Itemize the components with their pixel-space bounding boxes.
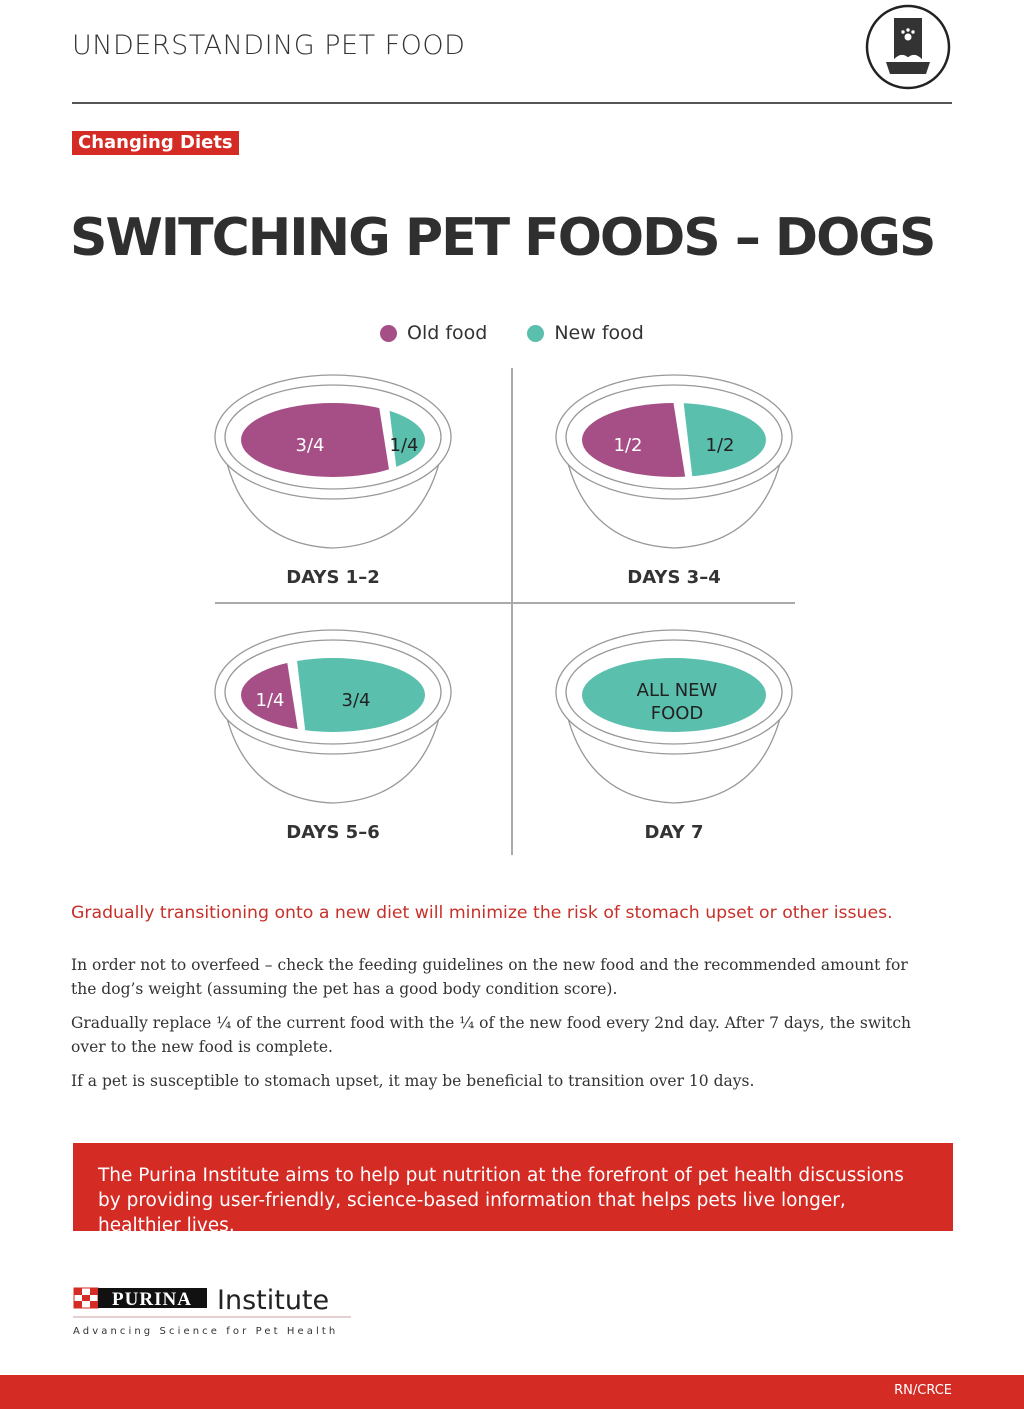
bowl-label: DAY 7 — [644, 822, 704, 843]
new-food-label: ALL NEW — [637, 680, 718, 701]
paragraph: In order not to overfeed – check the fee… — [71, 956, 908, 998]
old-food-fraction-label: 1/2 — [614, 435, 643, 456]
old-food-swatch — [380, 324, 397, 342]
legend: Old food New food — [380, 322, 644, 344]
new-food-fraction-label: 1/2 — [706, 435, 735, 456]
new-food-portion — [385, 403, 425, 477]
old-food-portion — [241, 658, 299, 732]
legend-item-new: New food — [527, 322, 644, 344]
new-food-label: FOOD — [651, 703, 704, 724]
page-title: SWITCHING PET FOODS – DOGS — [70, 208, 936, 268]
checkerboard-icon — [73, 1287, 99, 1309]
old-food-fraction-label: 3/4 — [296, 435, 325, 456]
bowl-days-3-4: 1/2 1/2 — [555, 374, 793, 549]
mission-banner: The Purina Institute aims to help put nu… — [73, 1143, 953, 1236]
new-food-fraction-label: 1/4 — [390, 435, 419, 456]
category-tag: Changing Diets — [72, 131, 239, 155]
purina-institute-logo: PURINA Institute Advancing Science for P… — [73, 1285, 351, 1337]
svg-text:Institute: Institute — [217, 1285, 329, 1316]
bowl-label: DAYS 1–2 — [286, 567, 380, 588]
legend-label: Old food — [407, 322, 488, 344]
bowl-days-5-6: 1/4 3/4 — [214, 629, 452, 804]
old-food-portion — [241, 403, 391, 477]
new-food-portion — [582, 658, 766, 732]
legend-item-old: Old food — [380, 322, 487, 344]
old-food-fraction-label: 1/4 — [256, 690, 285, 711]
footer-bar — [0, 1375, 1024, 1409]
bowl-label: DAYS 3–4 — [627, 567, 721, 588]
svg-text:Advancing Science for Pet Heal: Advancing Science for Pet Health — [73, 1326, 338, 1337]
new-food-portion — [293, 658, 425, 732]
legend-label: New food — [554, 322, 644, 344]
paragraph: Gradually replace ¼ of the current food … — [71, 1014, 911, 1056]
header-divider — [72, 102, 952, 104]
pet-food-bag-icon — [865, 4, 951, 90]
new-food-fraction-label: 3/4 — [342, 690, 371, 711]
footer-code: RN/CRCE — [894, 1383, 952, 1398]
header-title: UNDERSTANDING PET FOOD — [72, 30, 466, 61]
bowl-days-1-2: 3/4 1/4 — [214, 374, 452, 549]
lead-text: Gradually transitioning onto a new diet … — [71, 903, 893, 923]
new-food-swatch — [527, 324, 545, 342]
svg-text:PURINA: PURINA — [112, 1289, 192, 1310]
bowl-label: DAYS 5–6 — [286, 822, 380, 843]
grid-divider-horizontal — [215, 602, 795, 604]
paragraph: If a pet is susceptible to stomach upset… — [71, 1072, 755, 1090]
grid-divider-vertical — [511, 368, 513, 855]
